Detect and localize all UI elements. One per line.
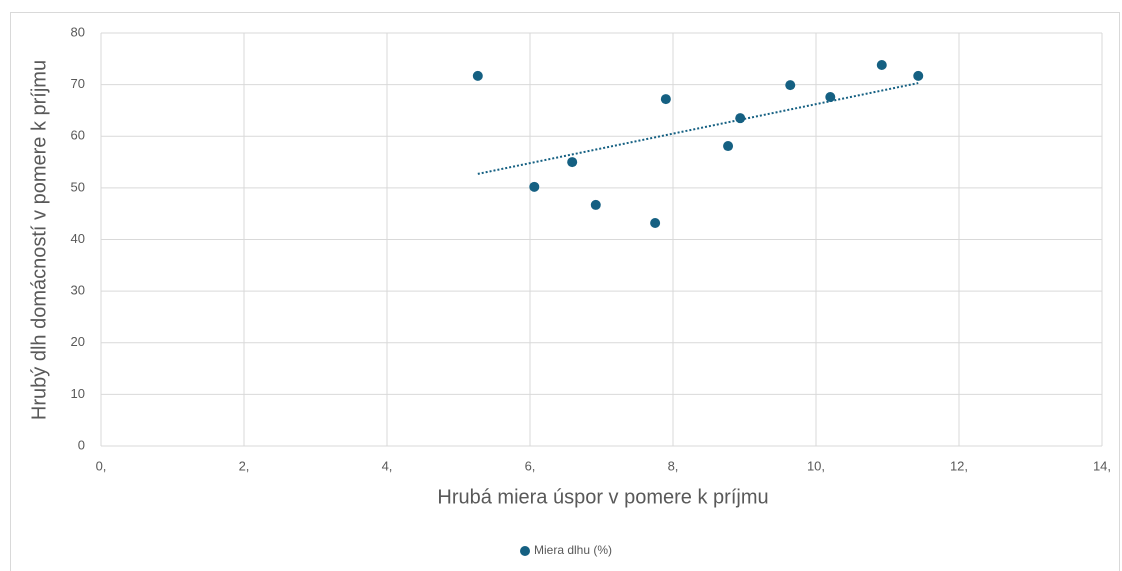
scatter-point [590,199,601,210]
y-tick-label: 80 [71,24,85,39]
y-axis-title: Hrubý dlh domácností v pomere k príjmu [28,60,50,420]
x-tick-label: 8, [668,458,679,473]
x-tick-label: 0, [96,458,107,473]
scatter-point [723,141,734,152]
legend-label: Miera dlhu (%) [534,543,612,557]
scatter-point [913,70,924,81]
trendline [477,82,919,175]
y-tick-label: 60 [71,128,85,143]
x-tick-label: 12, [950,458,968,473]
scatter-point [650,217,661,228]
y-tick-label: 40 [71,231,85,246]
scatter-point [825,92,836,103]
y-tick-label: 30 [71,283,85,298]
scatter-point [876,60,887,71]
scatter-point [567,157,578,168]
x-tick-label: 2, [239,458,250,473]
scatter-point [785,80,796,91]
x-tick-label: 10, [807,458,825,473]
scatter-point [660,94,671,105]
chart-frame [10,12,1120,571]
y-tick-label: 50 [71,179,85,194]
scatter-point [529,181,540,192]
x-axis-title: Hrubá miera úspor v pomere k príjmu [437,486,768,508]
x-tick-label: 6, [525,458,536,473]
x-tick-label: 14, [1093,458,1111,473]
y-tick-label: 10 [71,386,85,401]
legend-marker [520,546,530,556]
scatter-point [735,113,746,124]
y-tick-label: 70 [71,76,85,91]
y-tick-label: 20 [71,334,85,349]
scatter-point [472,70,483,81]
y-tick-label: 0 [78,437,85,452]
x-tick-label: 4, [382,458,393,473]
